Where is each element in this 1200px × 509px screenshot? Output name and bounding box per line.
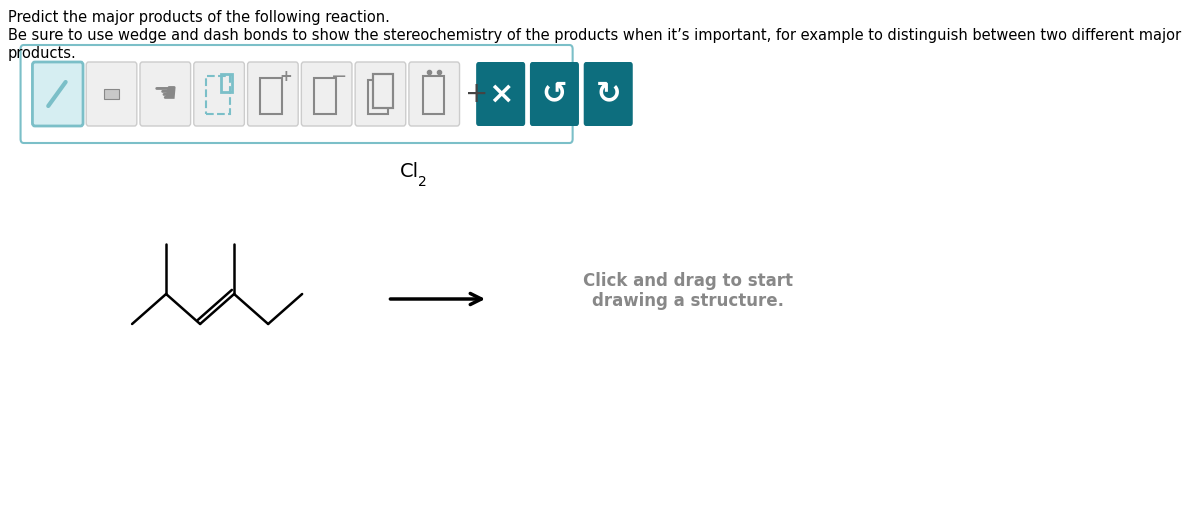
FancyArrow shape	[103, 89, 120, 99]
Text: Cl: Cl	[400, 162, 419, 181]
Bar	[260, 78, 282, 114]
FancyBboxPatch shape	[476, 62, 526, 126]
Text: Be sure to use wedge and dash bonds to show the stereochemistry of the products : Be sure to use wedge and dash bonds to s…	[8, 28, 1181, 43]
Bar	[424, 76, 444, 114]
Text: +: +	[466, 80, 488, 108]
Bar	[314, 78, 336, 114]
Text: 2: 2	[419, 175, 427, 189]
FancyBboxPatch shape	[409, 62, 460, 126]
FancyBboxPatch shape	[20, 45, 572, 143]
Text: products.: products.	[8, 46, 77, 61]
FancyBboxPatch shape	[583, 62, 632, 126]
Text: Click and drag to start
drawing a structure.: Click and drag to start drawing a struct…	[583, 272, 793, 310]
FancyBboxPatch shape	[355, 62, 406, 126]
FancyBboxPatch shape	[193, 62, 245, 126]
FancyBboxPatch shape	[86, 62, 137, 126]
Text: Predict the major products of the following reaction.: Predict the major products of the follow…	[8, 10, 390, 25]
Bar	[367, 80, 389, 114]
Text: ↺: ↺	[541, 79, 568, 108]
FancyBboxPatch shape	[301, 62, 352, 126]
Text: ↻: ↻	[595, 79, 620, 108]
FancyBboxPatch shape	[140, 62, 191, 126]
Bar	[372, 74, 394, 108]
Bar	[206, 76, 230, 114]
Bar	[221, 74, 232, 92]
Text: −: −	[331, 67, 348, 86]
Text: +: +	[280, 69, 292, 83]
Text: ☚: ☚	[152, 80, 178, 108]
FancyBboxPatch shape	[32, 62, 83, 126]
FancyBboxPatch shape	[530, 62, 578, 126]
Text: ×: ×	[488, 79, 514, 108]
Bar	[372, 74, 394, 108]
FancyBboxPatch shape	[247, 62, 298, 126]
